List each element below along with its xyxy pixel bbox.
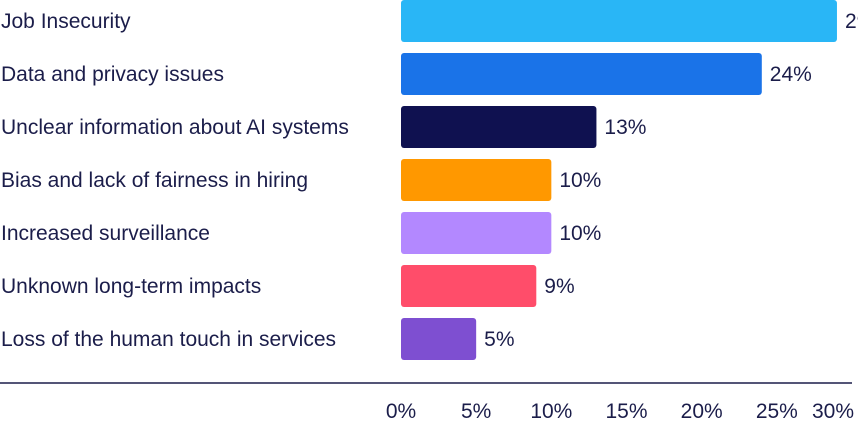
- bar: [401, 106, 597, 148]
- value-label: 10%: [559, 169, 601, 192]
- x-tick-label: 5%: [461, 400, 491, 420]
- bar: [401, 159, 552, 201]
- x-tick-labels-group: 0% 5% 10% 15% 20% 25% 30%: [386, 400, 854, 423]
- x-tick-label: 30%: [812, 400, 854, 420]
- category-label: Job Insecurity: [1, 10, 131, 33]
- category-label: Unknown long-term impacts: [1, 275, 261, 298]
- x-tick-label: 25%: [756, 400, 798, 420]
- value-label: 9%: [544, 275, 574, 298]
- category-labels-group: Job Insecurity Data and privacy issues Unc…: [1, 10, 349, 351]
- category-label: Bias and lack of fairness in hiring: [1, 169, 308, 192]
- value-label: 10%: [559, 222, 601, 245]
- x-tick-label: 20%: [681, 400, 723, 420]
- bar: [401, 265, 537, 307]
- bar: [401, 318, 477, 360]
- category-label: Unclear information about AI systems: [1, 116, 349, 139]
- value-labels-group: 29% 24% 13% 10% 10% 9% 5%: [484, 10, 858, 351]
- category-label: Data and privacy issues: [1, 63, 224, 86]
- bar: [401, 0, 837, 42]
- bar: [401, 212, 552, 254]
- x-tick-label: 0%: [386, 400, 416, 420]
- category-label: Increased surveillance: [1, 222, 210, 245]
- category-label: Loss of the human touch in services: [1, 328, 336, 351]
- bar: [401, 53, 762, 95]
- bars-group: [401, 0, 837, 360]
- x-tick-label: 15%: [605, 400, 647, 420]
- value-label: 5%: [484, 328, 514, 351]
- value-label: 29%: [845, 10, 858, 33]
- value-label: 24%: [770, 63, 812, 86]
- value-label: 13%: [604, 116, 646, 139]
- x-tick-label: 10%: [530, 400, 572, 420]
